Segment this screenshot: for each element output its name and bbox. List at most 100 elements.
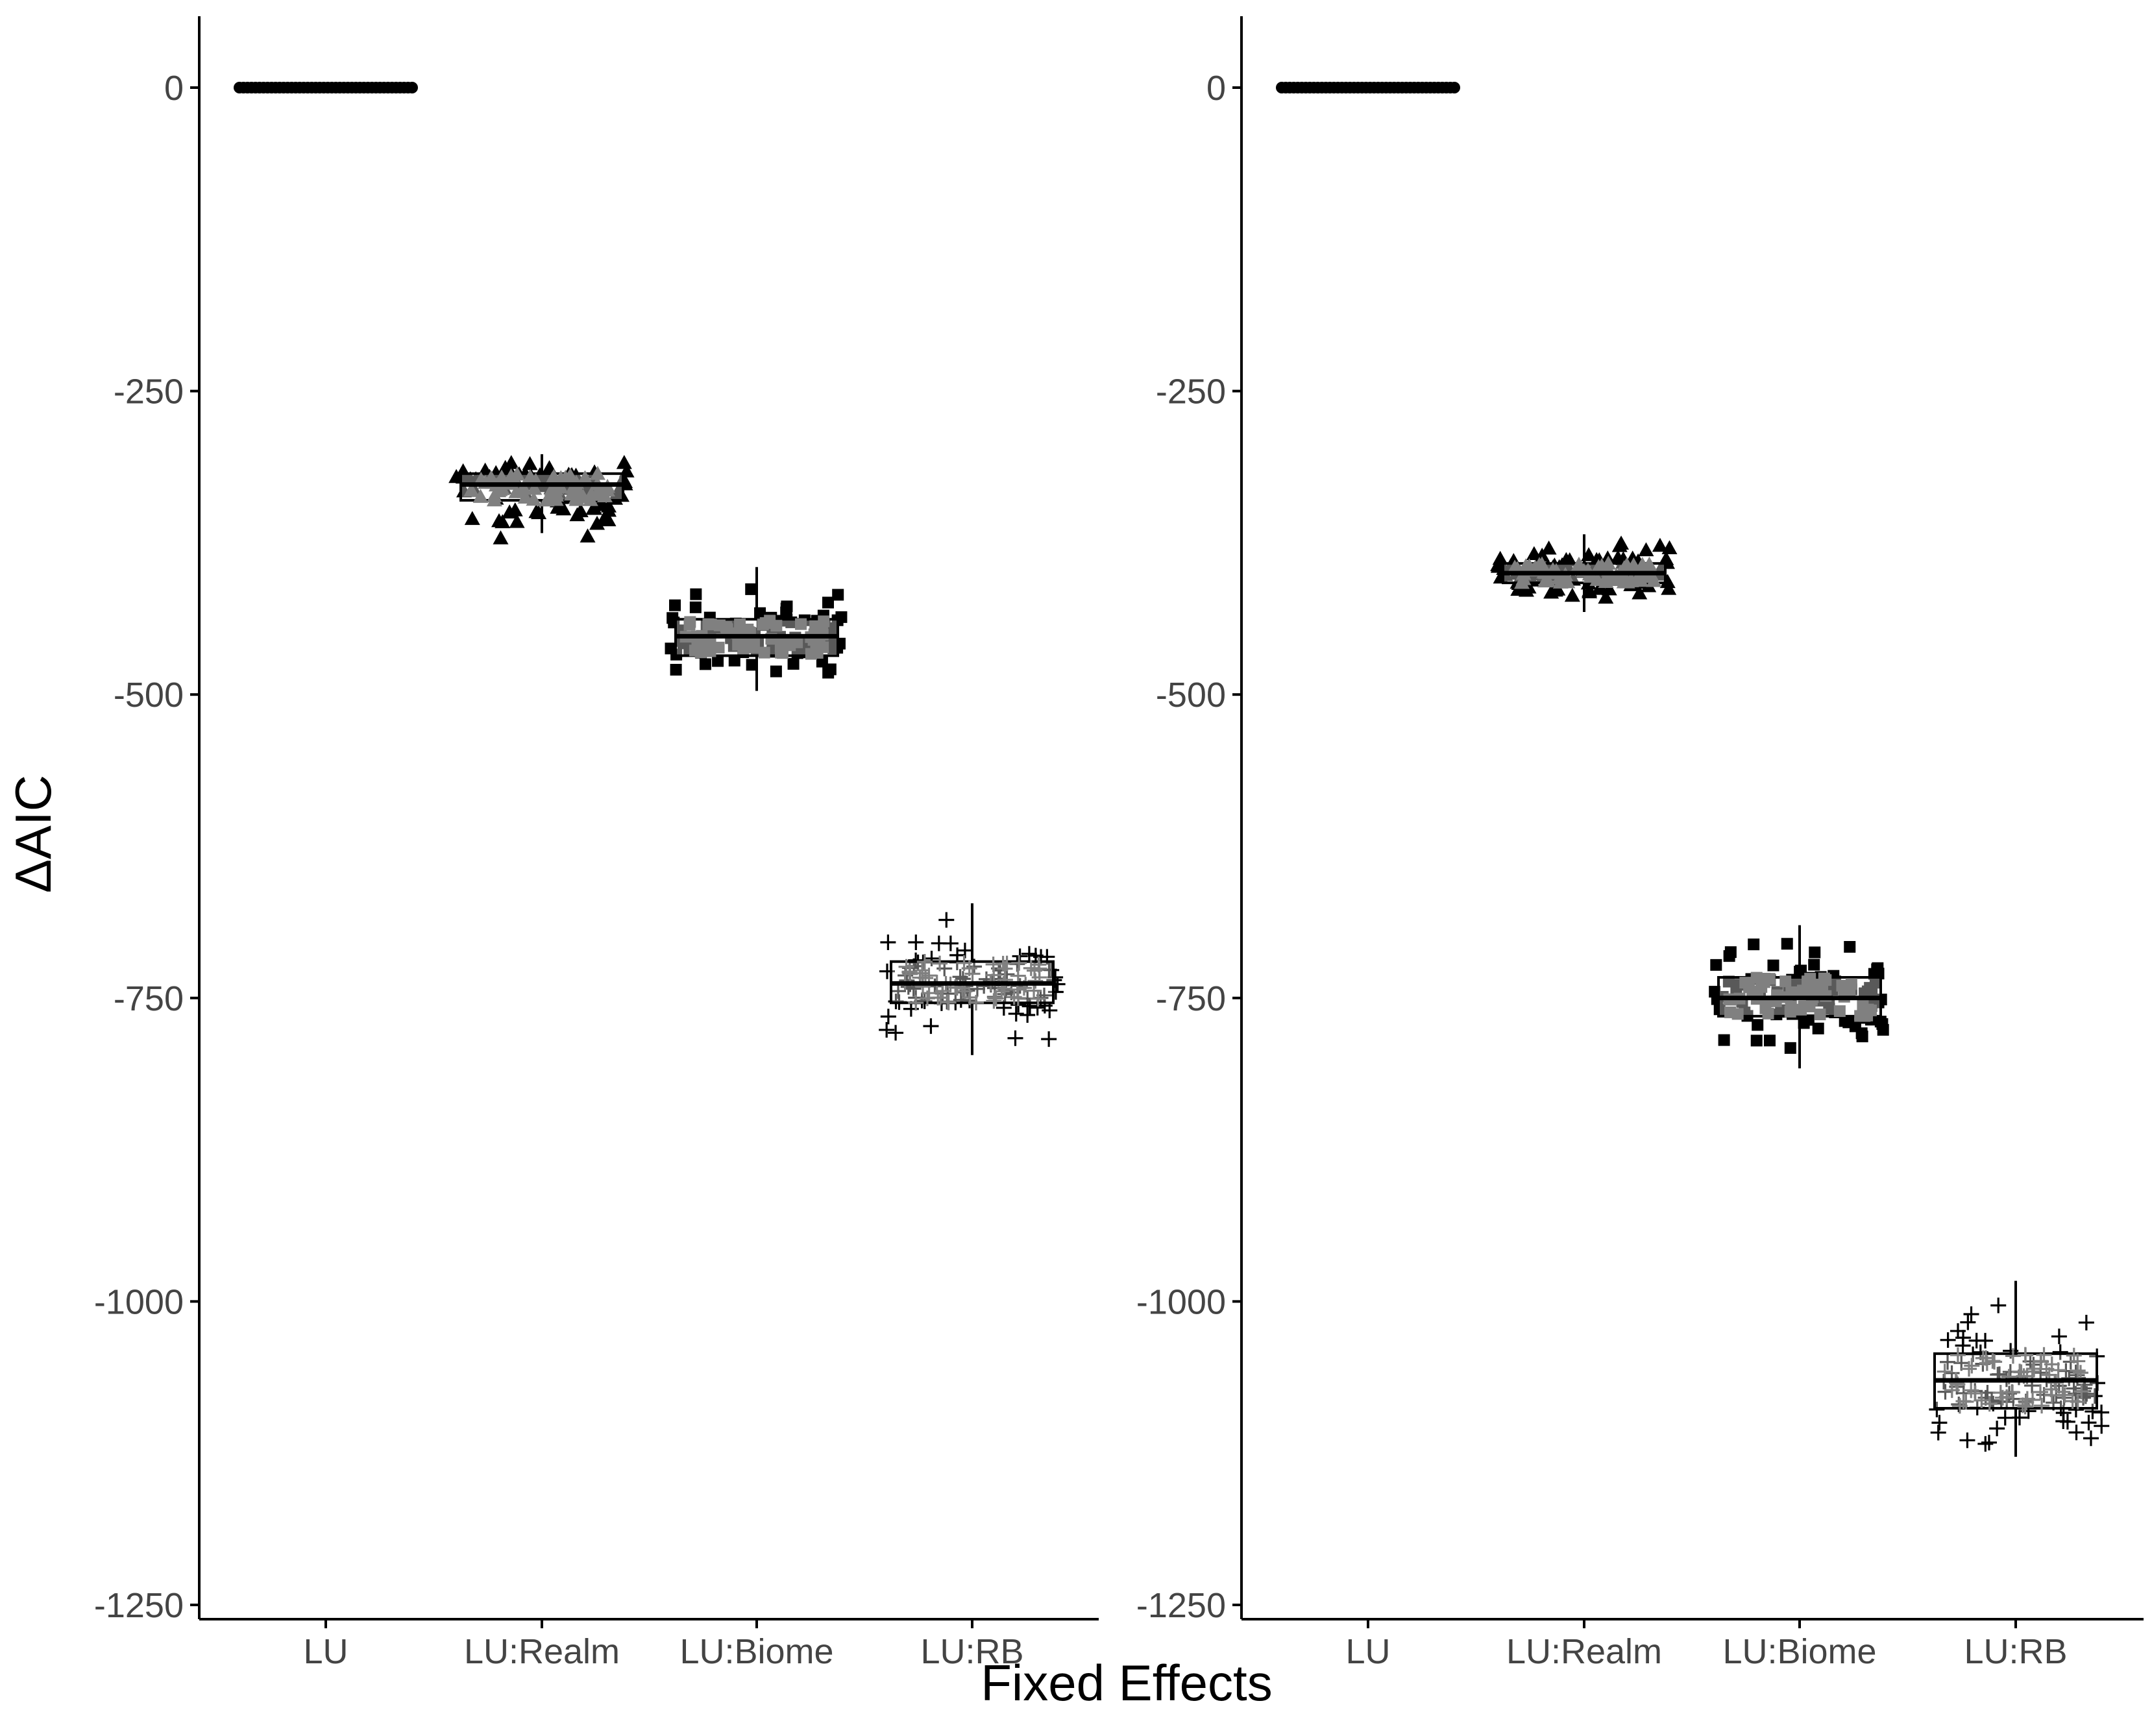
data-point	[976, 978, 992, 994]
data-point-inner	[1937, 1363, 1953, 1380]
data-point	[2059, 1413, 2075, 1430]
data-point	[923, 950, 940, 966]
data-point	[1981, 1434, 1997, 1450]
data-point	[1844, 940, 1856, 953]
data-point	[1021, 946, 1037, 962]
data-point-inner	[968, 995, 984, 1010]
data-point	[1041, 1031, 1057, 1047]
data-point	[1022, 998, 1038, 1014]
data-point	[1564, 587, 1580, 602]
data-point-inner	[557, 469, 574, 484]
data-point	[1598, 589, 1614, 604]
data-point	[1047, 969, 1064, 985]
data-point	[613, 487, 630, 502]
data-point-inner	[1857, 999, 1869, 1011]
data-point	[1610, 550, 1626, 564]
data-point	[938, 912, 955, 928]
data-point-inner	[1731, 1008, 1744, 1020]
data-point	[1613, 535, 1630, 550]
data-point	[2094, 1418, 2110, 1434]
data-point	[770, 665, 782, 678]
data-point	[1977, 1332, 1994, 1349]
data-point	[787, 657, 800, 670]
data-point-inner	[1785, 986, 1798, 998]
x-tick-label: LU:RB	[920, 1632, 1023, 1671]
data-point-inner	[589, 465, 605, 480]
data-point-inner	[795, 618, 807, 630]
y-tick-label: -1000	[94, 1282, 184, 1321]
data-point-inner	[2014, 1397, 2031, 1413]
data-point	[589, 515, 605, 530]
data-point	[1940, 1354, 1956, 1370]
data-point	[832, 589, 844, 601]
data-point-inner	[898, 959, 914, 975]
y-tick-label: 0	[164, 69, 184, 108]
data-point-inner	[2073, 1384, 2090, 1400]
data-point-inner	[1833, 1005, 1846, 1018]
data-point-inner	[508, 484, 524, 498]
data-point-inner	[503, 468, 519, 483]
data-point	[1855, 1027, 1868, 1040]
data-point-inner	[1981, 1396, 1998, 1412]
data-point-inner	[702, 618, 715, 630]
data-point	[689, 601, 702, 613]
data-point-inner	[1961, 1361, 1977, 1377]
data-point	[1989, 1421, 2005, 1437]
data-point	[1767, 959, 1779, 972]
data-point-inner	[932, 955, 948, 972]
data-point-inner	[2057, 1387, 2073, 1403]
data-point	[1931, 1415, 1948, 1431]
data-point	[522, 456, 538, 471]
data-point	[1042, 1002, 1058, 1018]
data-point-inner	[916, 953, 933, 970]
y-tick-label: -1250	[94, 1586, 184, 1625]
data-point	[600, 498, 617, 513]
data-point	[1008, 1006, 1024, 1022]
data-point	[2094, 1404, 2110, 1421]
box-group-lu-realm	[448, 454, 635, 544]
x-tick-label: LU:Biome	[679, 1632, 833, 1671]
data-point	[880, 1009, 896, 1025]
data-point-inner	[2072, 1365, 2088, 1381]
data-point-inner	[2066, 1347, 2082, 1363]
data-point-inner	[1641, 556, 1657, 571]
data-point-inner	[1762, 1007, 1774, 1020]
data-point-inner	[1950, 1347, 1966, 1363]
data-point	[1959, 1432, 1975, 1449]
data-point-inner	[1589, 572, 1606, 586]
data-point-inner	[1006, 989, 1022, 1005]
data-point-inner	[2017, 1399, 2033, 1415]
data-point-inner	[491, 483, 507, 498]
x-tick-label: LU	[303, 1632, 348, 1671]
data-point	[908, 934, 924, 950]
data-point-inner	[994, 983, 1010, 999]
x-tick-label: LU:RB	[1964, 1632, 2067, 1671]
data-point-inner	[1570, 559, 1586, 573]
data-point-inner	[2043, 1381, 2059, 1397]
data-point	[1661, 540, 1678, 554]
box-group-lu-biome	[1709, 925, 1889, 1069]
x-tick-label: LU	[1345, 1632, 1390, 1671]
x-tick-label: LU:Realm	[464, 1632, 620, 1671]
data-point-inner	[577, 470, 593, 485]
data-point	[1955, 1338, 1971, 1354]
data-point	[1812, 1022, 1824, 1034]
data-point	[1750, 1034, 1763, 1047]
data-point-inner	[1964, 1358, 1980, 1374]
data-point	[2052, 1344, 2068, 1360]
x-tick-label: LU:Biome	[1722, 1632, 1876, 1671]
data-point-inner	[1804, 973, 1816, 985]
data-point-inner	[2018, 1395, 2035, 1411]
data-point	[1659, 574, 1676, 589]
data-point	[616, 455, 632, 469]
data-point	[2081, 1415, 2097, 1431]
data-point-inner	[1527, 559, 1543, 574]
data-point	[2068, 1402, 2084, 1418]
data-point	[1940, 1332, 1956, 1348]
data-point-inner	[1559, 574, 1576, 589]
data-point	[1020, 1007, 1036, 1023]
box-group-lu-rb	[1929, 1280, 2110, 1457]
data-point-inner	[1820, 974, 1832, 986]
y-tick-label: -750	[114, 979, 184, 1018]
data-point	[1493, 569, 1509, 584]
